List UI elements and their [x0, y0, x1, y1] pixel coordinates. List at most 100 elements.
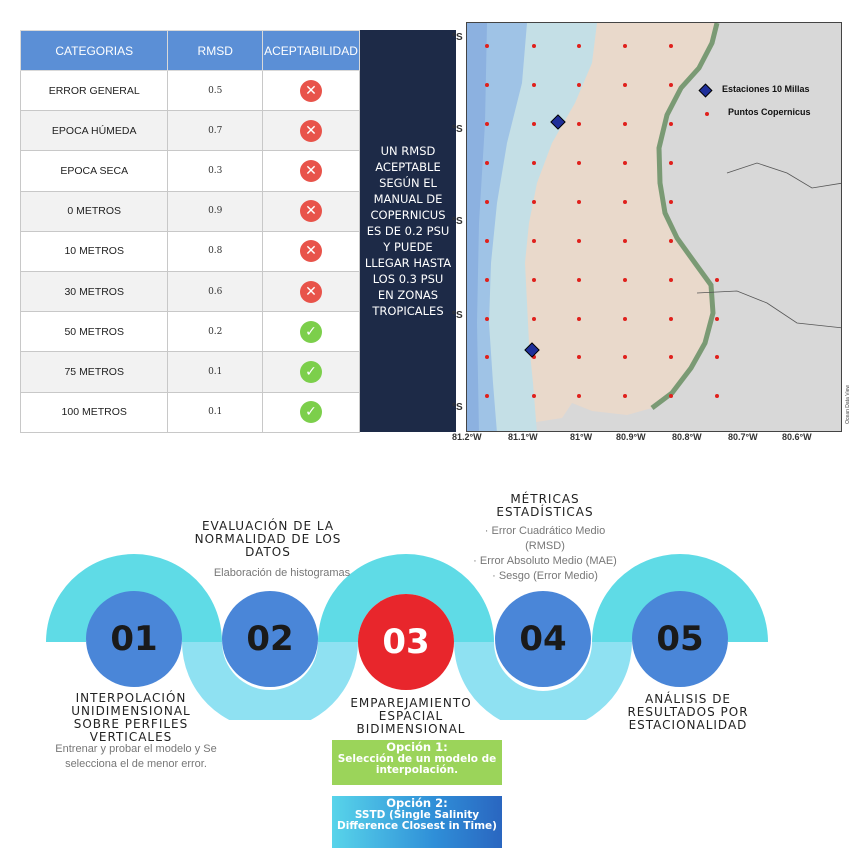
table-body: ERROR GENERAL 0.5 ✕ EPOCA HÚMEDA 0.7 ✕ EPOCA S… [19, 69, 360, 433]
option-1-label: Opción 1: [386, 740, 448, 754]
copernicus-point [532, 83, 536, 87]
lon-label: 80.9°W [616, 432, 646, 442]
table-row: EPOCA SECA 0.3 ✕ [19, 150, 360, 192]
aceptabilidad-cell: ✕ [262, 190, 360, 232]
rmsd-cell: 0.1 [167, 391, 263, 433]
station-marker [524, 342, 540, 358]
check-circle-icon: ✓ [300, 320, 322, 343]
lon-label: 80.6°W [782, 432, 812, 442]
option-1-text: Selección de un modelo de interpolación. [337, 753, 497, 776]
lon-label: 81.2°W [452, 432, 482, 442]
step-title-03: EMPAREJAMIENTO ESPACIAL BIDIMENSIONAL [350, 696, 472, 736]
copernicus-point [485, 394, 489, 398]
copernicus-point [623, 355, 627, 359]
step-number-03: 03 [382, 622, 430, 662]
process-flow-svg [46, 554, 768, 720]
copernicus-point [715, 278, 719, 282]
border-line-south [696, 290, 841, 329]
metrics-list: · Error Cuadrático Medio (RMSD) · Error … [470, 524, 620, 584]
rmsd-cell: 0.8 [167, 230, 263, 272]
copernicus-points-group [485, 44, 719, 398]
x-circle-icon: ✕ [300, 159, 322, 182]
categoria-cell: 75 METROS [19, 351, 169, 393]
lon-label: 80.7°W [728, 432, 758, 442]
check-circle-icon: ✓ [300, 360, 322, 383]
copernicus-point [669, 161, 673, 165]
header-aceptabilidad: ACEPTABILIDAD [262, 30, 360, 71]
copernicus-point [485, 44, 489, 48]
metric-item: · Error Absoluto Medio (MAE) [473, 555, 617, 567]
lat-label: °S [452, 216, 463, 227]
copernicus-point [623, 122, 627, 126]
step-circle-01 [86, 591, 182, 687]
legend-station-icon [698, 83, 713, 98]
step-title-04: MÉTRICAS ESTADÍSTICAS [496, 492, 594, 519]
lat-label: °S [452, 124, 463, 135]
copernicus-point [532, 200, 536, 204]
copernicus-point [485, 83, 489, 87]
step-circle-04 [495, 591, 591, 687]
copernicus-point [485, 278, 489, 282]
copernicus-point [669, 200, 673, 204]
legend-stations-label: Estaciones 10 Millas [722, 84, 810, 94]
aceptabilidad-cell: ✓ [262, 311, 360, 353]
copernicus-point [623, 317, 627, 321]
header-categorias: CATEGORIAS [19, 30, 169, 71]
option-2-label: Opción 2: [386, 796, 448, 810]
copernicus-point [669, 317, 673, 321]
copernicus-point [577, 200, 581, 204]
arc-bottom-02 [182, 642, 358, 720]
check-circle-icon: ✓ [300, 401, 322, 424]
table-row: ERROR GENERAL 0.5 ✕ [19, 69, 360, 112]
categoria-cell: 10 METROS [19, 230, 169, 272]
step-circle-05 [632, 591, 728, 687]
copernicus-point [485, 200, 489, 204]
metric-item: · Sesgo (Error Medio) [492, 570, 598, 582]
rmsd-cell: 0.9 [167, 190, 263, 232]
copernicus-point [577, 122, 581, 126]
categoria-cell: 0 METROS [19, 190, 169, 232]
categoria-cell: EPOCA SECA [19, 150, 169, 192]
copernicus-point [623, 161, 627, 165]
copernicus-point [715, 394, 719, 398]
copernicus-point [577, 83, 581, 87]
option-2-box: Opción 2: SSTD (Single Salinity Differen… [332, 796, 502, 848]
copernicus-point [669, 355, 673, 359]
map-svg [467, 23, 841, 431]
copernicus-point [715, 355, 719, 359]
aceptabilidad-cell: ✕ [262, 270, 360, 313]
aceptabilidad-cell: ✓ [262, 391, 360, 433]
table-row: 30 METROS 0.6 ✕ [19, 270, 360, 313]
rmsd-cell: 0.6 [167, 270, 263, 313]
copernicus-point [669, 239, 673, 243]
rmsd-cell: 0.2 [167, 311, 263, 353]
copernicus-point [532, 44, 536, 48]
table-row: 10 METROS 0.8 ✕ [19, 230, 360, 272]
metric-text: Sesgo (Error Medio) [498, 570, 598, 582]
step-circle-02 [222, 591, 318, 687]
legend-points-label: Puntos Copernicus [728, 107, 811, 117]
metric-item: · Error Cuadrático Medio (RMSD) [484, 525, 606, 552]
lat-label: °S [452, 402, 463, 413]
copernicus-point [623, 239, 627, 243]
rmsd-table: CATEGORIAS RMSD ACEPTABILIDAD ERROR GENE… [19, 30, 360, 433]
categoria-cell: 100 METROS [19, 391, 169, 433]
copernicus-point [577, 44, 581, 48]
x-circle-icon: ✕ [300, 79, 322, 102]
rmsd-cell: 0.1 [167, 351, 263, 393]
x-circle-icon: ✕ [300, 240, 322, 263]
lon-label: 81°W [570, 432, 593, 442]
copernicus-point [577, 239, 581, 243]
categoria-cell: EPOCA HÚMEDA [19, 110, 169, 152]
station-marker [550, 114, 566, 130]
copernicus-point [532, 122, 536, 126]
copernicus-point [623, 394, 627, 398]
copernicus-point [485, 355, 489, 359]
copernicus-point [669, 394, 673, 398]
table-header-row: CATEGORIAS RMSD ACEPTABILIDAD [19, 30, 360, 71]
metric-text: Error Cuadrático Medio (RMSD) [491, 525, 606, 552]
aceptabilidad-cell: ✕ [262, 69, 360, 112]
lon-label: 81.1°W [508, 432, 538, 442]
copernicus-point [532, 161, 536, 165]
arc-top-03 [318, 554, 494, 642]
